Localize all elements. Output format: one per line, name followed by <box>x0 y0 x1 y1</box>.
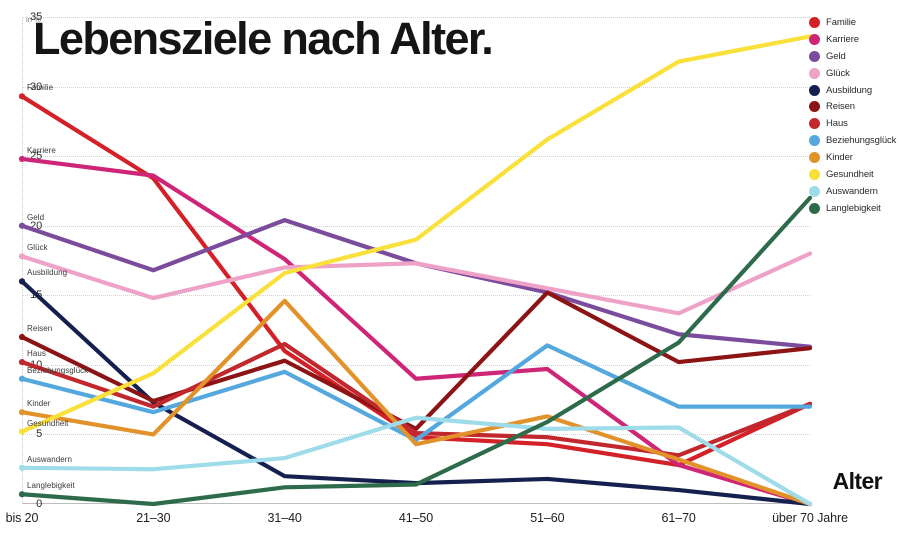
chart-title: Lebensziele nach Alter. <box>33 13 494 64</box>
x-axis-labels: bis 20 21–30 31–40 41–50 51–60 61–70 über 70 J… <box>6 505 848 531</box>
series-start-point <box>18 375 26 382</box>
x-axis-tick-label: 31–40 <box>267 511 302 525</box>
legend-item[interactable]: Glück <box>809 65 909 82</box>
inline-series-label: Familie <box>27 83 54 93</box>
legend-item-label: Reisen <box>826 101 855 113</box>
legend-color-swatch-icon <box>809 118 820 130</box>
legend-item[interactable]: Haus <box>809 115 909 132</box>
y-gridline <box>22 364 810 367</box>
x-axis-tick-label: 51–60 <box>530 511 565 525</box>
inline-series-label: Auswandern <box>27 454 72 464</box>
x-axis-tick-label: 61–70 <box>661 511 696 525</box>
y-gridline <box>22 17 810 19</box>
legend-item[interactable]: Ausbildung <box>809 82 909 99</box>
legend-item-label: Glück <box>826 67 850 79</box>
legend-color-swatch-icon <box>809 168 820 180</box>
legend-item-label: Ausbildung <box>826 84 873 96</box>
legend-item[interactable]: Familie <box>809 14 909 31</box>
series-start-point <box>18 358 26 366</box>
legend-item[interactable]: Auswandern <box>809 183 909 200</box>
inline-series-label: Kinder <box>27 399 51 409</box>
legend-color-swatch-icon <box>809 135 820 147</box>
series-line <box>19 156 813 507</box>
legend-color-swatch-icon <box>809 101 820 113</box>
series-line <box>19 251 813 316</box>
legend-item[interactable]: Geld <box>809 48 909 65</box>
series-start-point <box>18 333 26 341</box>
series-start-point <box>18 155 26 163</box>
x-axis-title: Alter <box>832 468 883 494</box>
series-start-point <box>18 428 26 435</box>
legend-item-label: Auswandern <box>826 185 878 197</box>
x-axis-line <box>22 503 810 504</box>
legend-item[interactable]: Karriere <box>809 31 909 48</box>
legend-color-swatch-icon <box>809 152 820 164</box>
series-line <box>19 34 813 434</box>
x-axis-tick-label: über 70 Jahre <box>772 511 848 525</box>
series-line <box>19 341 813 458</box>
inline-series-label: Langlebigkeit <box>27 481 75 491</box>
inline-series-label: Gesundheit <box>27 418 69 428</box>
y-axis-tick-label: 30 <box>30 80 42 93</box>
series-start-point <box>18 464 26 471</box>
series-line <box>19 195 813 507</box>
legend-item-label: Geld <box>826 50 846 62</box>
series-line <box>19 290 813 431</box>
legend-item-label: Gesundheit <box>826 168 874 180</box>
series-start-point <box>18 278 26 285</box>
series-line <box>19 343 813 443</box>
inline-series-label: Beziehungsglück <box>27 365 89 375</box>
series-line <box>19 298 813 507</box>
legend-item[interactable]: Gesundheit <box>809 166 909 183</box>
y-gridline <box>22 225 810 228</box>
legend-item[interactable]: Reisen <box>809 98 909 115</box>
y-axis-tick-label: 35 <box>30 11 42 23</box>
series-start-point <box>18 222 26 229</box>
y-axis-tick-label: 5 <box>36 428 42 441</box>
y-gridline <box>22 86 810 89</box>
x-axis-tick-label: 41–50 <box>398 511 434 525</box>
legend-item-label: Haus <box>826 118 848 130</box>
legend-color-swatch-icon <box>809 16 820 28</box>
series-start-point <box>18 253 26 260</box>
legend-item-label: Langlebigkeit <box>826 202 881 214</box>
legend: Familie Karriere Geld Glück Ausbildung Reisen… <box>809 14 909 217</box>
y-gridline <box>22 156 810 158</box>
legend-item-label: Beziehungsglück <box>826 135 897 147</box>
legend-item[interactable]: Langlebigkeit <box>809 200 909 217</box>
legend-color-swatch-icon <box>809 84 820 96</box>
series-start-point <box>18 93 26 100</box>
inline-series-label: Glück <box>27 243 48 253</box>
inline-series-label: Ausbildung <box>27 268 68 278</box>
legend-color-swatch-icon <box>809 50 820 62</box>
legend-color-swatch-icon <box>809 33 820 45</box>
legend-color-swatch-icon <box>809 185 820 197</box>
plot-area: in % 0 5 10 15 20 25 30 35 Familie Karriere Geld G… <box>18 11 813 510</box>
legend-item-label: Familie <box>826 16 856 28</box>
y-axis-line <box>22 17 24 504</box>
legend-item-label: Kinder <box>826 152 853 164</box>
inline-series-label: Reisen <box>27 324 53 334</box>
legend-item[interactable]: Kinder <box>809 149 909 166</box>
series-line <box>19 415 813 507</box>
series-lines <box>18 34 813 507</box>
x-axis-tick-label: 21–30 <box>136 511 171 525</box>
legend-item-label: Karriere <box>826 33 859 45</box>
inline-series-label: Karriere <box>27 145 56 155</box>
y-axis-unit-label: in % <box>26 15 41 24</box>
series-start-point <box>18 491 26 498</box>
legend-color-swatch-icon <box>809 202 820 214</box>
inline-series-label: Geld <box>27 212 45 222</box>
x-axis-tick-label: bis 20 <box>5 511 39 525</box>
y-axis-tick-label: 0 <box>36 498 42 510</box>
legend-color-swatch-icon <box>809 67 820 79</box>
y-gridline <box>22 295 810 297</box>
inline-series-label: Haus <box>27 349 46 359</box>
legend-item[interactable]: Beziehungsglück <box>809 132 909 149</box>
series-start-point <box>18 409 26 416</box>
